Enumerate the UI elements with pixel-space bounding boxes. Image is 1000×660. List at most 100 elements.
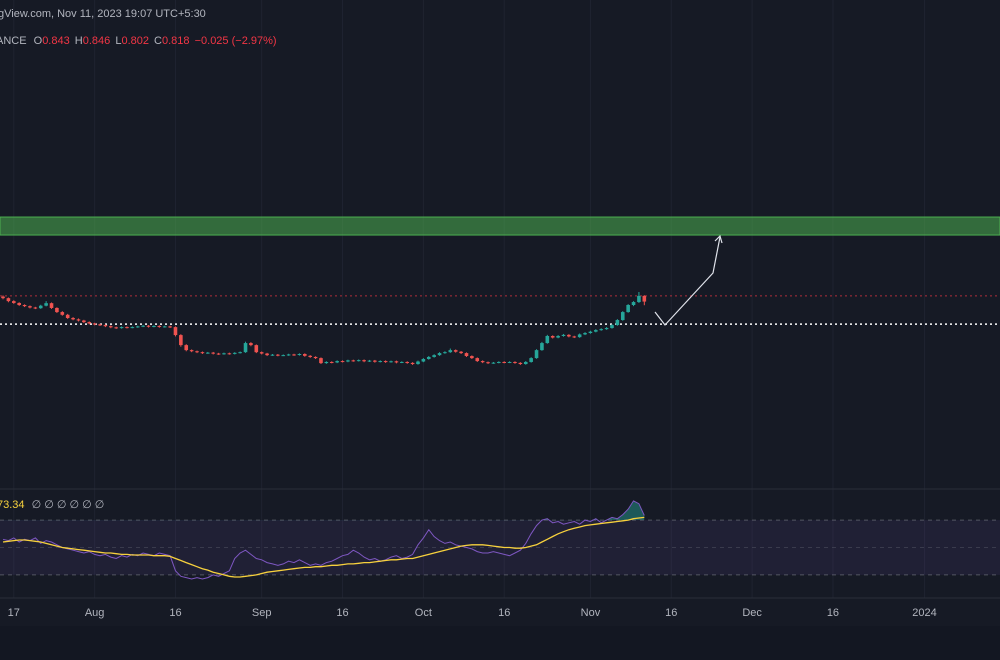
x-tick-label: 2024: [912, 607, 936, 619]
candle-body: [421, 359, 426, 362]
candle-body: [491, 362, 496, 364]
symbol: ANCE: [0, 35, 27, 47]
candle-body: [572, 336, 577, 338]
candle-body: [146, 325, 151, 327]
candle-body: [523, 361, 528, 365]
candle-body: [265, 353, 269, 356]
candle-body: [303, 353, 307, 356]
candle-body: [103, 325, 108, 327]
x-tick-label: 16: [498, 607, 510, 619]
bottom-toolbar: [0, 626, 1000, 660]
candle-body: [125, 327, 129, 329]
candle-body: [11, 301, 16, 303]
candle-body: [6, 298, 11, 302]
candle-body: [626, 305, 630, 313]
candle-body: [329, 361, 334, 363]
candle-body: [49, 303, 54, 308]
x-tick-label: 16: [336, 607, 348, 619]
candle-body: [405, 361, 409, 363]
candle-body: [297, 353, 302, 355]
candle-body: [448, 350, 453, 353]
candle-body: [44, 303, 48, 306]
candle-body: [426, 356, 431, 360]
candle-body: [168, 326, 172, 328]
candle-body: [389, 361, 393, 363]
candle-body: [351, 360, 356, 362]
candle-body: [599, 329, 604, 331]
candle-body: [577, 334, 582, 338]
low-value: 0.802: [121, 35, 149, 47]
candle-body: [416, 361, 420, 365]
candle-body: [475, 358, 480, 362]
x-tick-label: 16: [169, 607, 181, 619]
candle-body: [33, 307, 38, 309]
candle-body: [141, 325, 145, 327]
candle-body: [394, 361, 399, 363]
candle-body: [518, 362, 523, 365]
zone-layer: [0, 216, 1000, 236]
candle-body: [17, 302, 21, 306]
candle-body: [308, 355, 312, 357]
candle-body: [76, 319, 81, 321]
open-value: 0.843: [42, 35, 70, 47]
candle-body: [227, 353, 232, 355]
candle-body: [232, 352, 237, 354]
price-lines: [0, 295, 1000, 325]
candle-body: [222, 353, 226, 355]
candle-body: [356, 360, 361, 362]
candle-body: [92, 323, 97, 325]
rsi-value: 73.34: [0, 499, 25, 511]
candle-body: [270, 354, 275, 356]
candle-body: [28, 306, 32, 308]
candle-body: [459, 351, 463, 354]
x-tick-label: 16: [665, 607, 677, 619]
close-value: 0.818: [162, 35, 190, 47]
high-key: H: [75, 35, 83, 47]
candle-body: [340, 361, 345, 363]
candle-body: [313, 356, 318, 359]
candle-body: [453, 350, 458, 352]
ohlc-legend: ANCE O0.843 H0.846 L0.802 C0.818 −0.025 …: [0, 35, 277, 47]
candle-body: [259, 352, 264, 354]
time-axis: 17 Aug 16 Sep 16 Oct 16 Nov 16 Dec 16 2024: [8, 607, 937, 619]
candle-body: [410, 362, 415, 365]
candle-body: [211, 352, 215, 354]
candle-body: [281, 355, 286, 357]
low-key: L: [115, 35, 121, 47]
x-tick-label: Nov: [581, 607, 601, 619]
candle-body: [588, 331, 593, 334]
candle-body: [443, 352, 447, 354]
candle-body: [238, 352, 242, 354]
candle-body: [324, 361, 329, 364]
candle-body: [55, 307, 59, 313]
candle-body: [184, 345, 189, 351]
x-tick-label: Aug: [85, 607, 105, 619]
candle-body: [464, 353, 469, 357]
candle-body: [276, 354, 280, 356]
candle-body: [502, 361, 507, 363]
candle-body: [383, 361, 388, 363]
candle-body: [610, 325, 614, 329]
rsi-legend: 73.34 ∅ ∅ ∅ ∅ ∅ ∅: [0, 499, 104, 511]
candle-body: [82, 320, 86, 323]
candle-body: [65, 314, 70, 318]
candle-body: [87, 322, 92, 324]
candle-body: [497, 361, 501, 363]
source-line: gView.com, Nov 11, 2023 19:07 UTC+5:30: [0, 8, 206, 20]
candle-body: [1, 296, 5, 299]
grid: [13, 0, 926, 598]
candle-body: [583, 333, 587, 335]
candle-body: [470, 356, 474, 359]
rsi-placeholders: ∅ ∅ ∅ ∅ ∅ ∅: [32, 499, 105, 511]
candle-body: [173, 327, 178, 336]
candle-body: [400, 361, 404, 363]
candle-body: [378, 361, 383, 363]
candle-body: [200, 352, 205, 354]
candle-body: [152, 325, 156, 327]
candle-body: [561, 334, 566, 336]
rsi-pane: [0, 500, 1000, 580]
candle-body: [604, 328, 609, 330]
candle-body: [615, 320, 620, 326]
candle-body: [114, 327, 118, 329]
